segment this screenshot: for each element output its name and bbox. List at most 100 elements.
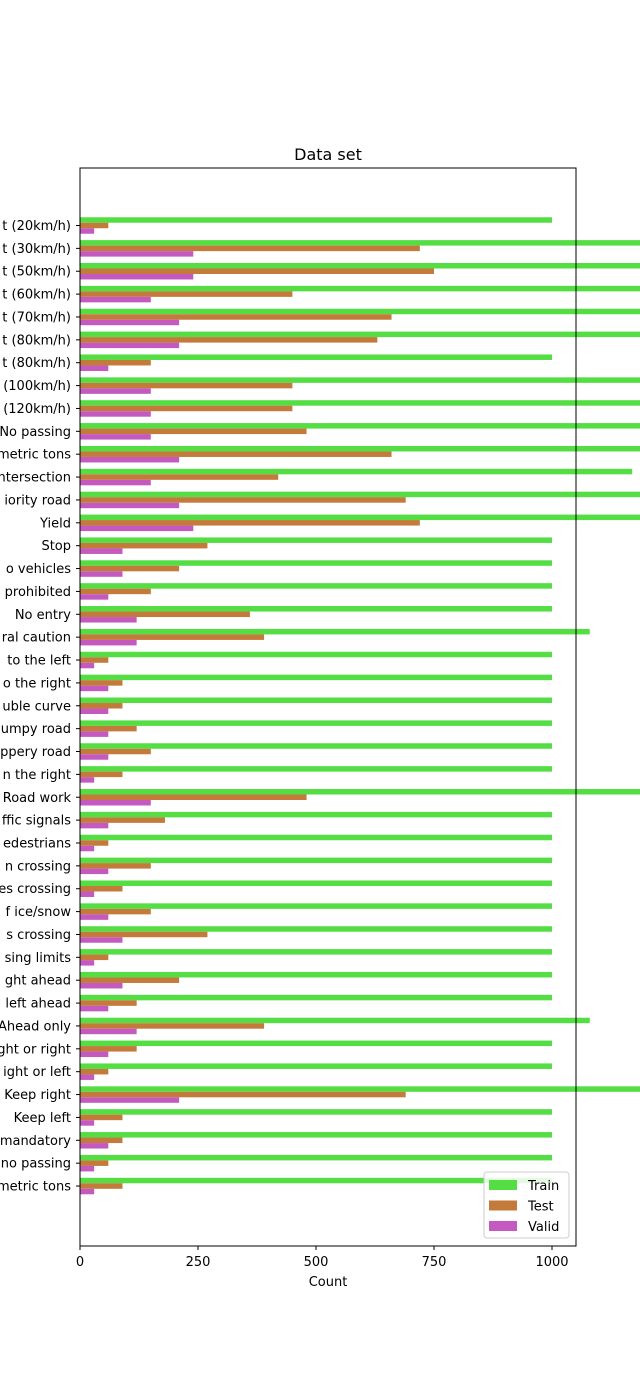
- y-tick-label: no passing: [1, 1157, 71, 1172]
- bar-valid: [80, 777, 95, 783]
- bar-valid: [80, 754, 109, 760]
- bar-train: [80, 308, 640, 315]
- y-tick-label: iority road: [4, 493, 71, 508]
- x-tick-label: 250: [186, 1255, 211, 1270]
- y-tick-label: t (50km/h): [2, 265, 71, 280]
- bar-valid: [80, 251, 194, 257]
- bar-valid: [80, 914, 109, 920]
- y-tick-label: t (80km/h): [2, 356, 71, 371]
- y-tick-label: metric tons: [0, 448, 71, 463]
- bar-valid: [80, 319, 180, 326]
- bar-test: [80, 1137, 123, 1144]
- bar-valid: [80, 960, 95, 966]
- bar-test: [80, 474, 279, 480]
- bar-train: [80, 1177, 552, 1184]
- y-tick-label: ppery road: [0, 745, 71, 760]
- bar-test: [80, 291, 293, 297]
- y-tick-label: t (20km/h): [2, 219, 71, 234]
- bar-train: [80, 903, 552, 909]
- y-tick-label: Ahead only: [0, 1019, 71, 1034]
- bar-train: [80, 766, 552, 772]
- y-tick-label: to the left: [7, 654, 71, 669]
- y-tick-label: Keep left: [14, 1111, 71, 1126]
- bar-valid: [80, 845, 95, 852]
- plot-area: t (20km/h) t (30km/h) t (50km/h) t (60km/h)…: [0, 167, 640, 1270]
- bar-valid: [80, 365, 109, 371]
- bar-valid: [80, 822, 109, 829]
- y-tick-label: (100km/h): [3, 379, 71, 394]
- bar-valid: [80, 273, 194, 280]
- bar-train: [80, 1017, 590, 1024]
- bar-train: [80, 217, 552, 223]
- bar-train: [80, 994, 552, 1001]
- chart-title: Data set: [294, 145, 362, 164]
- bar-train: [80, 697, 552, 704]
- bar-train: [80, 926, 552, 932]
- bar-train: [80, 971, 552, 978]
- bar-valid: [80, 1074, 95, 1080]
- bar-valid: [80, 1005, 109, 1012]
- bar-train: [80, 537, 552, 543]
- bar-test: [80, 885, 123, 892]
- bar-test: [80, 222, 109, 229]
- bar-test: [80, 908, 151, 915]
- bar-test: [80, 1000, 137, 1006]
- bar-train: [80, 1154, 552, 1161]
- bar-valid: [80, 1188, 95, 1195]
- bar-valid: [80, 1028, 137, 1035]
- bar-train: [80, 400, 640, 406]
- bar-train: [80, 857, 552, 864]
- bar-test: [80, 520, 420, 526]
- bar-valid: [80, 639, 137, 646]
- bar-test: [80, 977, 180, 983]
- bar-valid: [80, 411, 151, 417]
- bar-valid: [80, 685, 109, 692]
- bar-test: [80, 771, 123, 778]
- bar-test: [80, 954, 109, 961]
- bar-test: [80, 840, 109, 846]
- bar-train: [80, 560, 552, 566]
- bar-train: [80, 834, 552, 841]
- y-tick-label: edestrians: [3, 836, 71, 851]
- y-tick-label: mandatory: [0, 1134, 71, 1149]
- x-tick-label: 1000: [535, 1255, 568, 1270]
- bar-train: [80, 468, 633, 475]
- bar-valid: [80, 1165, 95, 1172]
- y-tick-label: n the right: [3, 768, 71, 783]
- legend-swatch-test: [489, 1200, 517, 1211]
- bar-test: [80, 314, 392, 320]
- bar-train: [80, 628, 590, 635]
- bar-train: [80, 949, 552, 955]
- bar-test: [80, 703, 123, 709]
- y-tick-label: (120km/h): [3, 402, 71, 417]
- legend-label-train: Train: [527, 1179, 559, 1194]
- y-tick-label: s crossing: [6, 928, 71, 943]
- bar-valid: [80, 891, 95, 897]
- legend-label-test: Test: [527, 1200, 554, 1215]
- y-tick-label: umpy road: [1, 722, 71, 737]
- y-tick-label: f ice/snow: [6, 905, 72, 920]
- bar-test: [80, 337, 378, 343]
- bar-train: [80, 1040, 552, 1047]
- bar-train: [80, 811, 552, 818]
- bar-test: [80, 794, 307, 800]
- bar-test: [80, 634, 265, 640]
- bar-train: [80, 880, 552, 886]
- y-tick-label: ral caution: [2, 631, 71, 646]
- bar-test: [80, 1114, 123, 1121]
- bar-test: [80, 428, 307, 435]
- bar-test: [80, 863, 151, 869]
- bar-test: [80, 405, 293, 412]
- bar-train: [80, 1109, 552, 1115]
- bar-valid: [80, 594, 109, 600]
- bar-test: [80, 725, 137, 732]
- bar-valid: [80, 434, 151, 440]
- bar-train: [80, 583, 552, 589]
- bar-train: [80, 285, 640, 292]
- bar-test: [80, 817, 165, 823]
- bar-train: [80, 789, 640, 795]
- bar-valid: [80, 662, 95, 669]
- y-tick-label: ffic signals: [2, 814, 71, 829]
- bar-train: [80, 1086, 640, 1092]
- bar-test: [80, 359, 151, 366]
